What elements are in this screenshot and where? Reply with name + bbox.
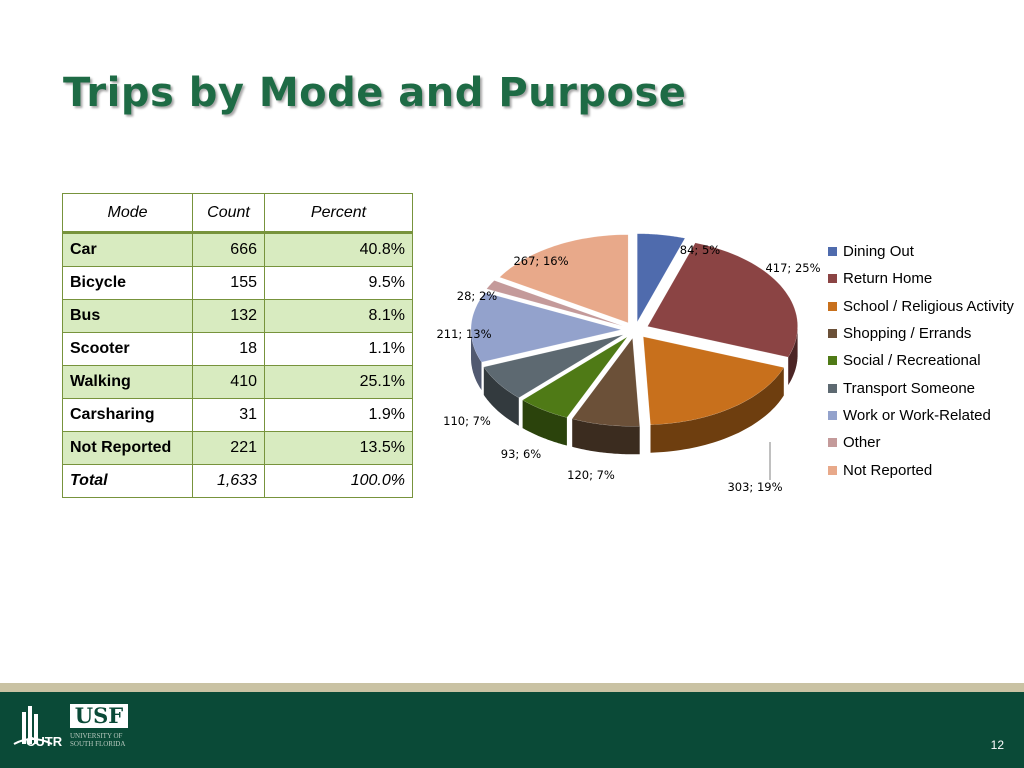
pie-data-label: 84; 5% (680, 243, 720, 257)
pie-slice (647, 242, 798, 358)
mode-cell: Bicycle (62, 266, 193, 300)
percent-cell: 25.1% (264, 365, 413, 399)
total-percent-cell: 100.0% (264, 464, 413, 498)
legend-swatch (828, 274, 837, 284)
pie-slice (522, 336, 628, 418)
percent-cell: 8.1% (264, 299, 413, 333)
pie-slice-side (650, 367, 784, 453)
legend-swatch (828, 356, 837, 366)
chart-legend: Dining Out Return Home School / Religiou… (828, 238, 1014, 484)
count-cell: 221 (192, 431, 265, 465)
pie-slice (499, 234, 629, 324)
legend-label: Work or Work-Related (843, 406, 991, 424)
pie-data-label: 303; 19% (727, 480, 782, 494)
mode-cell: Car (62, 232, 193, 267)
slide-footer: CUTR USF UNIVERSITY OF SOUTH FLORIDA 12 (0, 692, 1024, 768)
pie-slice (571, 337, 640, 427)
legend-label: Other (843, 434, 881, 452)
mode-cell: Carsharing (62, 398, 193, 432)
legend-label: Return Home (843, 270, 933, 288)
total-label-cell: Total (62, 464, 193, 498)
count-cell: 410 (192, 365, 265, 399)
count-cell: 155 (192, 266, 265, 300)
slide-title: Trips by Mode and Purpose (63, 70, 687, 116)
pie-data-label: 93; 6% (501, 447, 541, 461)
mode-table: Mode Count Percent Car 666 40.8% Bicycle… (62, 193, 413, 498)
legend-item: Dining Out (828, 238, 1014, 265)
percent-cell: 1.9% (264, 398, 413, 432)
legend-label: Shopping / Errands (843, 325, 972, 343)
legend-label: Transport Someone (843, 379, 976, 397)
percent-cell: 1.1% (264, 332, 413, 366)
legend-swatch (828, 247, 837, 257)
legend-item: Not Reported (828, 456, 1014, 483)
legend-item: Shopping / Errands (828, 320, 1014, 347)
count-cell: 132 (192, 299, 265, 333)
pie-slice (470, 292, 622, 363)
table-row: Not Reported 221 13.5% (62, 431, 413, 465)
table-row: Bicycle 155 9.5% (62, 266, 413, 300)
legend-swatch (828, 383, 837, 393)
legend-label: Social / Recreational (843, 352, 981, 370)
table-row: Car 666 40.8% (62, 232, 413, 267)
legend-item: Return Home (828, 265, 1014, 292)
table-header-row: Mode Count Percent (62, 193, 413, 234)
mode-cell: Walking (62, 365, 193, 399)
legend-label: Dining Out (843, 243, 914, 261)
column-header-percent: Percent (264, 193, 413, 234)
footer-accent-strip (0, 683, 1024, 692)
pie-slice (483, 334, 624, 398)
usf-logo: USF (70, 704, 128, 728)
legend-item: Social / Recreational (828, 347, 1014, 374)
table-total-row: Total 1,633 100.0% (62, 464, 413, 498)
legend-swatch (828, 410, 837, 420)
pie-slice (643, 336, 785, 425)
legend-item: Work or Work-Related (828, 402, 1014, 429)
table-row: Scooter 18 1.1% (62, 332, 413, 366)
mode-cell: Scooter (62, 332, 193, 366)
legend-swatch (828, 465, 837, 475)
pie-slice-side (483, 367, 519, 426)
legend-swatch (828, 329, 837, 339)
table-row: Walking 410 25.1% (62, 365, 413, 399)
mode-cell: Bus (62, 299, 193, 333)
legend-label: Not Reported (843, 461, 933, 479)
percent-cell: 40.8% (264, 232, 413, 267)
cutr-logo-text: CUTR (26, 734, 63, 749)
table-row: Carsharing 31 1.9% (62, 398, 413, 432)
legend-item: Transport Someone (828, 374, 1014, 401)
legend-label: School / Religious Activity (843, 297, 1014, 315)
pie-data-label: 28; 2% (457, 289, 497, 303)
pie-slice-side (471, 329, 482, 391)
count-cell: 31 (192, 398, 265, 432)
table-row: Bus 132 8.1% (62, 299, 413, 333)
pie-slice (637, 233, 686, 323)
column-header-count: Count (192, 193, 265, 234)
percent-cell: 9.5% (264, 266, 413, 300)
cutr-logo (13, 706, 53, 745)
pie-data-label: 211; 13% (436, 327, 491, 341)
pie-slice-side (572, 418, 640, 455)
percent-cell: 13.5% (264, 431, 413, 465)
pie-data-label: 110; 7% (443, 414, 491, 428)
column-header-mode: Mode (62, 193, 193, 234)
legend-swatch (828, 438, 837, 448)
legend-swatch (828, 301, 837, 311)
total-count-cell: 1,633 (192, 464, 265, 498)
pie-data-label: 120; 7% (567, 468, 615, 482)
usf-logo-subtext: UNIVERSITY OF SOUTH FLORIDA (70, 732, 126, 748)
count-cell: 18 (192, 332, 265, 366)
mode-cell: Not Reported (62, 431, 193, 465)
page-number: 12 (990, 738, 1004, 752)
pie-slice (486, 280, 623, 327)
pie-data-label: 267; 16% (513, 254, 568, 268)
pie-data-label: 417; 25% (765, 261, 820, 275)
count-cell: 666 (192, 232, 265, 267)
pie-slice-side (788, 326, 798, 386)
legend-item: School / Religious Activity (828, 293, 1014, 320)
legend-item: Other (828, 429, 1014, 456)
trip-purpose-pie-chart: 84; 5% 417; 25% 303; 19% 120; 7% 93; 6% 110; … (436, 233, 820, 494)
pie-slice-side (522, 400, 567, 446)
